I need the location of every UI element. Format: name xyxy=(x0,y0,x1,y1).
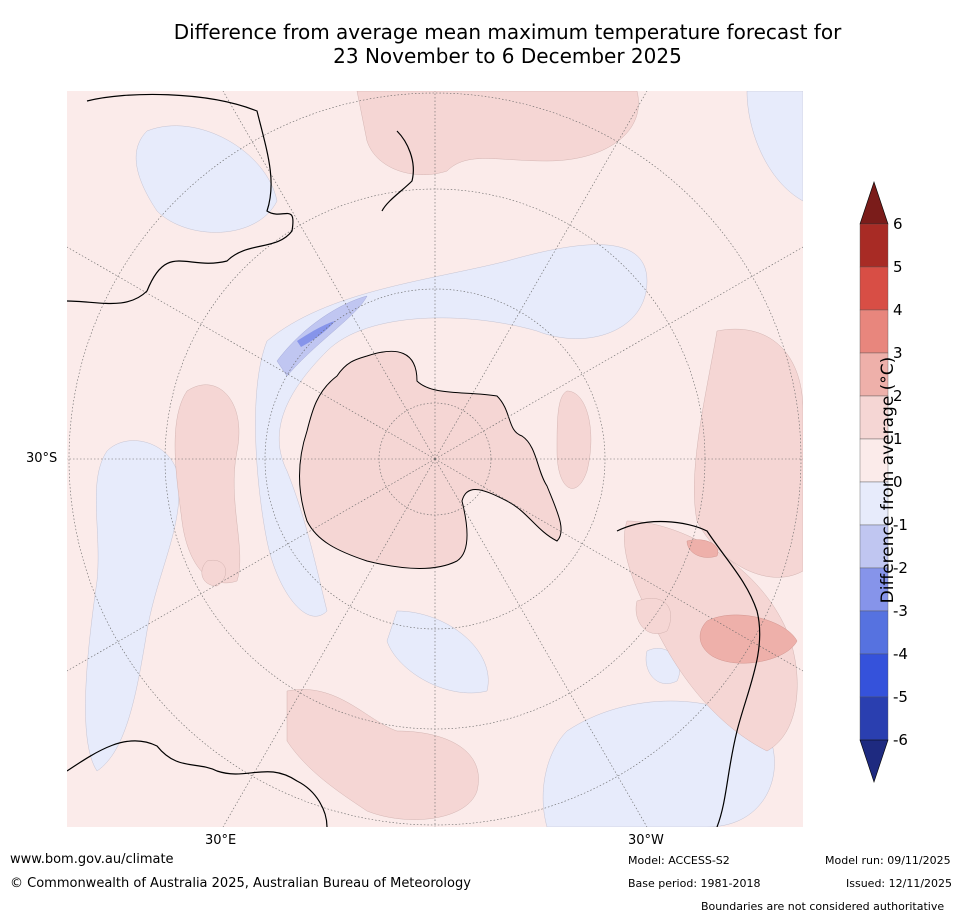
cbar-swatch xyxy=(859,653,889,698)
footer-issued: Issued: 12/11/2025 xyxy=(846,877,953,890)
cbar-swatch xyxy=(859,352,889,397)
cbar-tick-neg3: -3 xyxy=(893,602,908,620)
latitude-label-30s: 30°S xyxy=(26,451,58,466)
cbar-tick-neg4: -4 xyxy=(893,645,908,663)
footer-model: Model: ACCESS-S2 xyxy=(628,854,730,867)
antarctica-landmass xyxy=(299,350,562,569)
temperature-anomaly-map xyxy=(67,91,803,827)
hot-spots xyxy=(686,539,798,664)
cbar-tick-2: 2 xyxy=(893,387,903,405)
cbar-tick-6: 6 xyxy=(893,215,903,233)
cbar-tick-neg1: -1 xyxy=(893,516,908,534)
cold-core xyxy=(297,321,335,347)
graticule xyxy=(67,91,803,827)
cbar-tick-neg5: -5 xyxy=(893,688,908,706)
cbar-swatch xyxy=(859,223,889,268)
new-zealand-coastline xyxy=(381,130,414,212)
cbar-swatch xyxy=(859,524,889,569)
colorbar xyxy=(859,181,889,783)
cbar-arrow-bottom xyxy=(859,739,889,783)
cbar-swatch xyxy=(859,610,889,655)
title-line-2: 23 November to 6 December 2025 xyxy=(333,44,682,68)
map-title: Difference from average mean maximum tem… xyxy=(60,20,955,68)
cbar-swatch xyxy=(859,481,889,526)
cbar-swatch xyxy=(859,309,889,354)
cbar-swatch xyxy=(859,567,889,612)
footer-copyright: © Commonwealth of Australia 2025, Austra… xyxy=(10,876,471,891)
cbar-tick-3: 3 xyxy=(893,344,903,362)
cbar-tick-0: 0 xyxy=(893,473,903,491)
cbar-tick-4: 4 xyxy=(893,301,903,319)
australia-coastline xyxy=(67,93,294,305)
africa-coastline xyxy=(67,740,328,827)
footer-url[interactable]: www.bom.gov.au/climate xyxy=(10,852,174,867)
longitude-label-30e: 30°E xyxy=(205,833,237,848)
cbar-arrow-top xyxy=(859,181,889,225)
cbar-tick-1: 1 xyxy=(893,430,903,448)
cbar-tick-neg6: -6 xyxy=(893,731,908,749)
south-america-coastline xyxy=(616,521,761,827)
footer-model-run: Model run: 09/11/2025 xyxy=(825,854,951,867)
footer-base-period: Base period: 1981-2018 xyxy=(628,877,761,890)
cbar-tick-neg2: -2 xyxy=(893,559,908,577)
cool-anomaly-regions xyxy=(85,91,803,827)
title-line-1: Difference from average mean maximum tem… xyxy=(173,20,842,44)
cbar-swatch xyxy=(859,395,889,440)
cbar-swatch xyxy=(859,266,889,311)
colorbar-title: Difference from average (°C) xyxy=(878,356,898,604)
cbar-tick-5: 5 xyxy=(893,258,903,276)
footer-disclaimer: Boundaries are not considered authoritat… xyxy=(701,900,945,913)
longitude-label-30w: 30°W xyxy=(628,833,664,848)
cbar-swatch xyxy=(859,696,889,741)
coastlines xyxy=(67,93,761,827)
